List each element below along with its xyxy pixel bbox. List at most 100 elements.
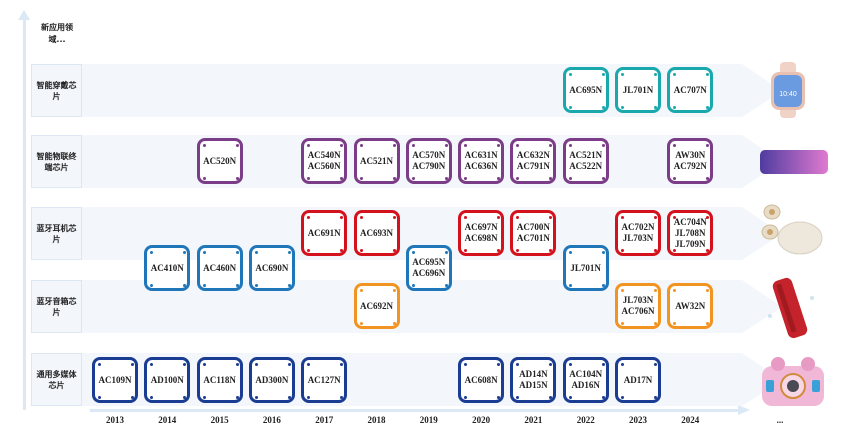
row-label-iot: 智能物联终端芯片: [31, 135, 82, 188]
chip-corner-dot: [497, 216, 501, 219]
chip-corner-dot: [654, 363, 657, 366]
chip-corner-dot: [411, 284, 415, 287]
chip-box: AC104N AD16N: [562, 357, 609, 403]
chip-model-label: AC540N: [307, 150, 341, 160]
chip-corner-dot: [706, 144, 710, 147]
chip-corner-dot: [464, 249, 468, 252]
chip-box: AC520N: [196, 138, 243, 184]
chip-corner-dot: [706, 177, 710, 180]
chip-corner-dot: [706, 216, 710, 219]
chip-corner-dot: [202, 251, 206, 254]
chip-model-label: AC707N: [673, 84, 707, 95]
chip-corner-dot: [601, 177, 605, 180]
chip-corner-dot: [183, 363, 187, 366]
chip-model-label: AC636N: [464, 161, 498, 171]
chip-corner-dot: [392, 289, 396, 292]
chip-corner-dot: [340, 396, 344, 399]
chip-model-label: AD300N: [255, 374, 289, 385]
chip-corner-dot: [654, 106, 657, 109]
chip-corner-dot: [359, 322, 363, 325]
chip-corner-dot: [621, 73, 624, 76]
chip-corner-dot: [235, 363, 239, 366]
chip-corner-dot: [621, 322, 624, 325]
chip-box: JL701N: [562, 245, 609, 291]
chip-corner-dot: [287, 363, 291, 366]
chip-box: AC570N AC790N: [405, 138, 452, 184]
chip-box: AW30N AC792N: [667, 138, 714, 184]
chip-corner-dot: [202, 177, 206, 180]
chip-box: AC700N AC701N: [510, 210, 557, 256]
chip-corner-dot: [254, 251, 258, 254]
chip-model-label: AC631N: [464, 150, 498, 160]
chip-corner-dot: [601, 363, 605, 366]
chip-model-label: AC698N: [464, 233, 498, 243]
chip-corner-dot: [568, 251, 572, 254]
chip-corner-dot: [601, 144, 605, 147]
chip-corner-dot: [516, 396, 520, 399]
year-label: 2018: [367, 415, 386, 425]
chip-corner-dot: [621, 289, 624, 292]
chip-box: AC691N: [301, 210, 348, 256]
chip-corner-dot: [516, 363, 520, 366]
chip-corner-dot: [287, 251, 291, 254]
chip-model-label: AC695N: [569, 84, 603, 95]
chip-box: AC109N: [92, 357, 138, 403]
chip-corner-dot: [254, 396, 258, 399]
chip-corner-dot: [601, 73, 605, 76]
chip-box: AC693N: [353, 210, 400, 256]
chip-corner-dot: [411, 177, 415, 180]
chip-corner-dot: [568, 177, 572, 180]
chip-model-label: AC104N: [569, 369, 603, 379]
row-label-speaker: 蓝牙音箱芯片: [31, 280, 82, 333]
chip-corner-dot: [444, 251, 448, 254]
chip-corner-dot: [497, 249, 501, 252]
chip-corner-dot: [464, 216, 468, 219]
chip-corner-dot: [464, 363, 468, 366]
chip-corner-dot: [601, 396, 605, 399]
chip-model-label: AC696N: [412, 268, 446, 278]
chip-corner-dot: [549, 396, 553, 399]
chip-model-label: AW32N: [675, 300, 706, 311]
new-field-label: 新应用领域...: [41, 23, 73, 44]
chip-corner-dot: [568, 144, 572, 147]
chip-corner-dot: [568, 284, 572, 287]
chip-corner-dot: [340, 363, 344, 366]
chip-corner-dot: [359, 289, 363, 292]
chip-model-label: AC521N: [569, 150, 603, 160]
chip-corner-dot: [183, 396, 187, 399]
chip-model-label: AC695N: [412, 257, 446, 267]
chip-corner-dot: [673, 216, 677, 219]
row-label-wearable: 智能穿戴芯片: [31, 64, 82, 117]
chip-corner-dot: [287, 284, 291, 287]
chip-model-label: JL701N: [622, 84, 654, 95]
chip-box: AC127N: [301, 357, 348, 403]
chip-corner-dot: [601, 251, 605, 254]
chip-corner-dot: [621, 249, 624, 252]
chip-corner-dot: [497, 177, 501, 180]
chip-corner-dot: [706, 249, 710, 252]
chip-model-label: AC706N: [621, 306, 655, 316]
year-label: 2022: [576, 415, 595, 425]
chip-corner-dot: [654, 289, 657, 292]
chip-corner-dot: [464, 177, 468, 180]
product-image-speaker: [760, 276, 820, 345]
chip-corner-dot: [549, 144, 553, 147]
chip-box: AC631N AC636N: [458, 138, 505, 184]
chip-corner-dot: [359, 177, 363, 180]
row-label-earphone: 蓝牙耳机芯片: [31, 207, 82, 260]
chip-corner-dot: [254, 284, 258, 287]
chip-box: AC521N: [353, 138, 400, 184]
chip-corner-dot: [549, 249, 553, 252]
chip-corner-dot: [497, 396, 501, 399]
chip-box: JL701N: [615, 67, 661, 113]
chip-model-label: JL703N: [622, 295, 654, 305]
chip-model-label: JL701N: [570, 262, 601, 273]
year-label: 2019: [419, 415, 438, 425]
chip-corner-dot: [516, 216, 520, 219]
chip-corner-dot: [235, 177, 239, 180]
chip-model-label: JL708N: [675, 227, 706, 238]
chip-box: AD17N: [615, 357, 661, 403]
chip-model-label: AD17N: [623, 374, 653, 385]
chip-corner-dot: [183, 251, 187, 254]
